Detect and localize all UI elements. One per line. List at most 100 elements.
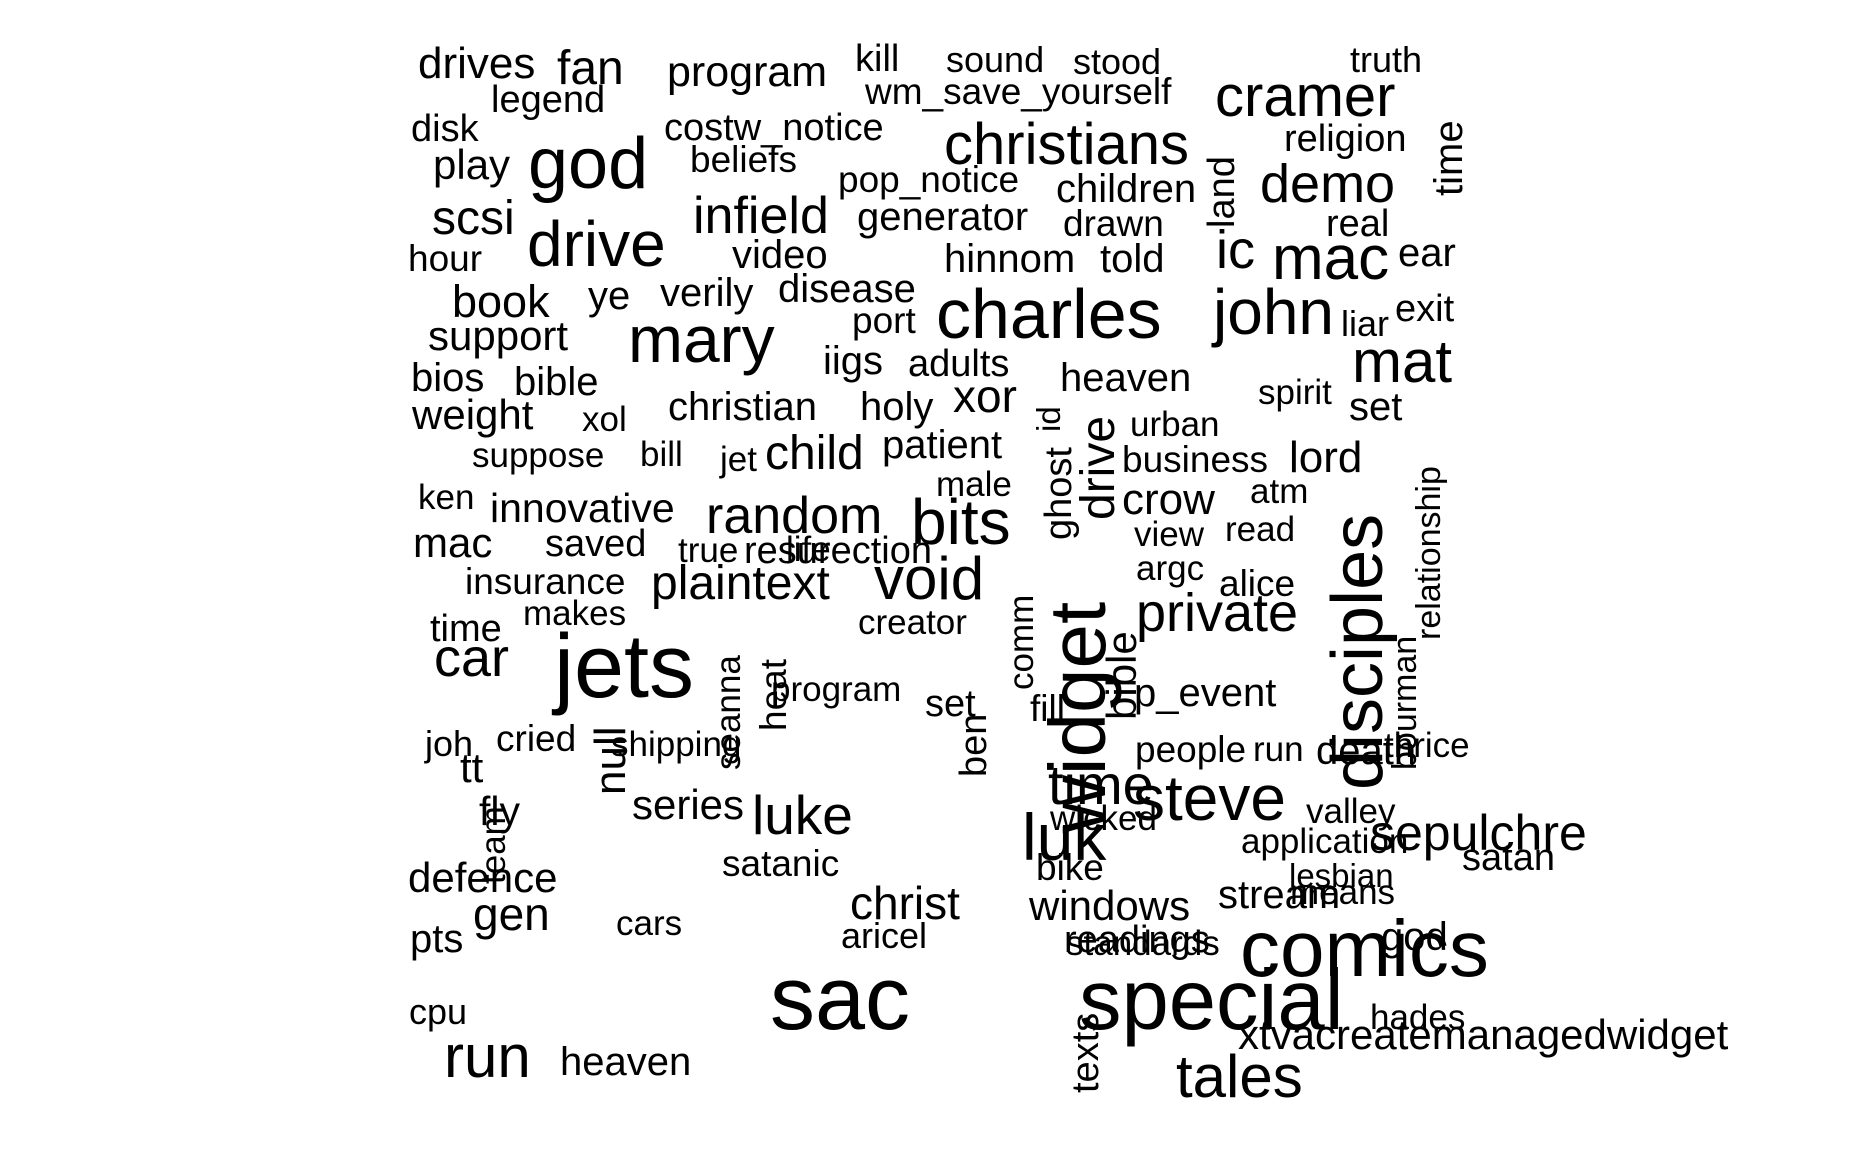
word-exit: exit (1395, 288, 1455, 330)
word-disk: disk (411, 108, 480, 150)
word-stood: stood (1073, 41, 1161, 82)
word-ear: ear (1398, 231, 1456, 275)
word-id: id (1030, 406, 1067, 432)
word-bible: bible (1098, 631, 1145, 720)
word-adults: adults (908, 343, 1009, 385)
word-support: support (428, 312, 568, 359)
word-series: series (632, 781, 744, 828)
word-sac: sac (770, 949, 910, 1049)
word-legend: legend (491, 79, 605, 121)
word-true: true (678, 531, 738, 570)
word-ic: ic (1216, 220, 1255, 280)
word-mac: mac (413, 519, 492, 566)
word-video: video (732, 233, 828, 277)
word-creator: creator (858, 603, 967, 642)
word-relationship: relationship (1410, 466, 1448, 640)
word-scsi: scsi (432, 192, 515, 245)
word-generator: generator (857, 195, 1028, 239)
word-cramer: cramer (1215, 64, 1395, 129)
word-set: set (925, 683, 976, 725)
word-children: children (1056, 167, 1196, 211)
word-tales: tales (1176, 1043, 1303, 1110)
word-john: john (1211, 276, 1334, 348)
word-port: port (852, 300, 916, 341)
word-iigs: iigs (823, 339, 883, 383)
word-read: read (1225, 510, 1295, 549)
word-random: random (706, 487, 882, 545)
word-set: set (1349, 385, 1402, 429)
word-car: car (434, 628, 509, 688)
word-group: drives fan program kill sound stood truth legen… (408, 38, 1729, 1110)
word-kill: kill (855, 38, 899, 80)
word-standards: standards (1066, 924, 1220, 963)
word-bible: bible (514, 360, 599, 404)
word-god: god (1381, 915, 1448, 959)
word-luke: luke (752, 784, 853, 846)
word-christian: christian (668, 385, 817, 429)
word-hinnom: hinnom (944, 237, 1075, 281)
word-pts: pts (410, 917, 463, 961)
word-ghost: ghost (1038, 447, 1080, 540)
word-bill: bill (640, 435, 683, 474)
word-hades: hades (1370, 998, 1465, 1037)
word-fill: fill (1030, 688, 1065, 729)
word-time: time (430, 608, 502, 650)
word-drive: drive (527, 208, 666, 280)
word-stream: stream (1218, 873, 1340, 917)
word-disease: disease (778, 267, 916, 311)
word-windows: windows (1028, 882, 1190, 929)
word-christ: christ (850, 877, 960, 929)
word-resurection: resurection (744, 530, 932, 572)
word-urban: urban (1130, 405, 1220, 444)
word-void: void (874, 545, 984, 612)
word-mat: mat (1352, 328, 1452, 395)
word-mary: mary (628, 302, 775, 376)
word-luk: luk (1022, 800, 1107, 874)
word-run: run (1253, 730, 1304, 769)
word-pop-notice: pop_notice (838, 159, 1019, 200)
word-satanic: satanic (722, 843, 839, 884)
word-ben: ben (953, 714, 995, 777)
word-real: real (1326, 203, 1389, 245)
word-p-event: p_event (1134, 671, 1276, 715)
word-suppose: suppose (472, 436, 604, 475)
word-bits: bits (911, 486, 1011, 558)
word-liar: liar (1341, 303, 1389, 344)
word-verily: verily (660, 271, 753, 315)
word-wicked: wicked (1049, 799, 1157, 838)
word-sepulchre: sepulchre (1370, 805, 1587, 861)
word-comics: comics (1240, 904, 1489, 993)
word-people: people (1135, 729, 1246, 770)
word-steve: steve (1133, 762, 1286, 834)
word-land: land (1201, 156, 1243, 228)
word-time: time (1048, 753, 1154, 816)
word-program: program (667, 48, 827, 96)
word-widget: widget (1033, 602, 1122, 834)
word-crow: crow (1122, 475, 1215, 524)
word-infield: infield (693, 187, 829, 245)
word-life: life (786, 530, 831, 569)
word-beliefs: beliefs (690, 139, 797, 180)
word-satan: satan (1462, 837, 1555, 879)
word-demo: demo (1260, 154, 1395, 214)
word-program: program (771, 670, 901, 709)
word-sound: sound (946, 39, 1044, 80)
word-cars: cars (616, 904, 682, 943)
word-view: view (1134, 515, 1205, 554)
word-patient: patient (882, 423, 1002, 467)
word-null: null (586, 727, 635, 796)
word-ken: ken (418, 478, 474, 517)
word-innovative: innovative (490, 485, 675, 531)
word-insurance: insurance (465, 561, 625, 602)
word-truth: truth (1350, 39, 1422, 80)
word-jets: jets (551, 617, 694, 717)
word-cpu: cpu (409, 991, 467, 1032)
word-male: male (936, 465, 1012, 504)
word-plaintext: plaintext (651, 557, 830, 610)
word-drawn: drawn (1063, 203, 1164, 244)
word-application: application (1241, 822, 1408, 861)
word-joh: joh (424, 723, 473, 764)
word-readings: readings (1064, 919, 1210, 961)
